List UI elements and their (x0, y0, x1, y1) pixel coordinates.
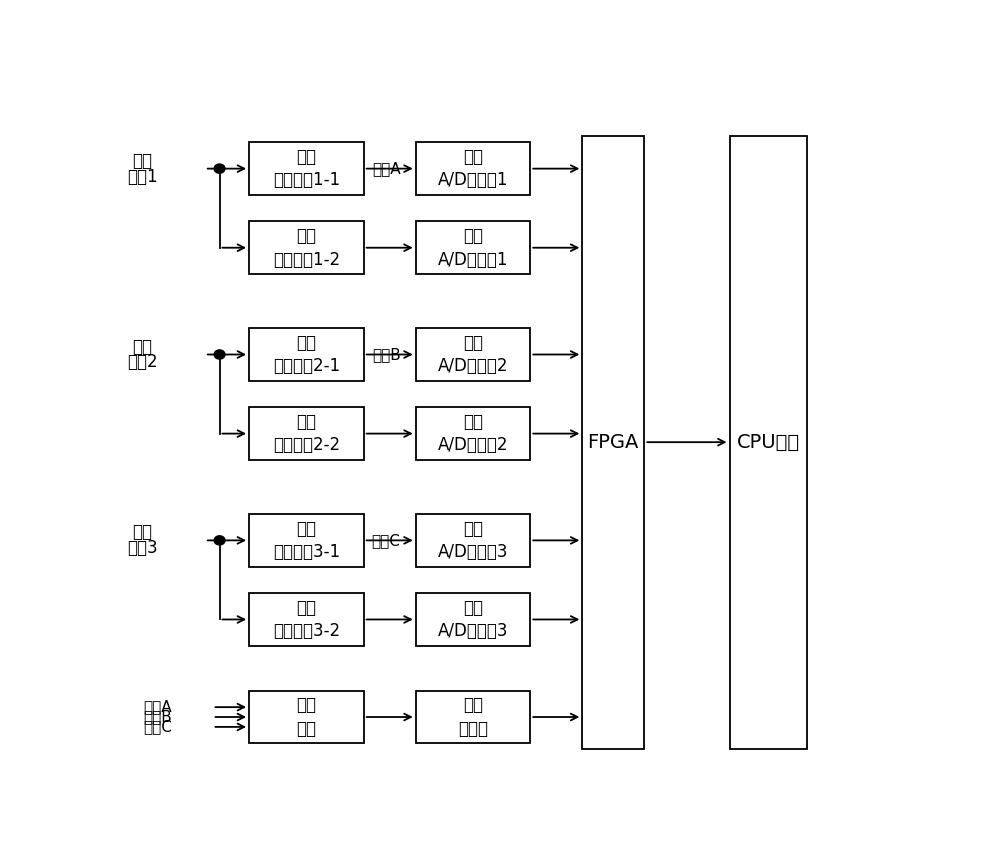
Bar (416, 328, 530, 381)
Text: 普通: 普通 (463, 148, 483, 166)
Text: 处理电路1-1: 处理电路1-1 (273, 171, 340, 189)
Text: 普通: 普通 (463, 334, 483, 352)
Text: 处理电路3-1: 处理电路3-1 (273, 544, 340, 562)
Text: A/D转换器2: A/D转换器2 (438, 437, 508, 455)
Text: 高速: 高速 (463, 696, 483, 714)
Text: A/D转换器3: A/D转换器3 (438, 622, 508, 640)
Bar (249, 407, 364, 460)
Bar (730, 135, 807, 749)
Text: 普通: 普通 (463, 520, 483, 538)
Bar (582, 135, 644, 749)
Bar (416, 593, 530, 645)
Bar (249, 593, 364, 645)
Bar (416, 691, 530, 743)
Circle shape (214, 536, 225, 545)
Circle shape (214, 164, 225, 173)
Bar (249, 514, 364, 567)
Circle shape (214, 350, 225, 360)
Text: 输入: 输入 (132, 524, 152, 542)
Text: 信号C: 信号C (372, 533, 401, 548)
Bar (416, 222, 530, 274)
Text: 信号C: 信号C (144, 719, 172, 734)
Bar (416, 514, 530, 567)
Text: 信号B: 信号B (144, 710, 172, 724)
Text: 信号A: 信号A (372, 161, 400, 176)
Text: A/D转换器2: A/D转换器2 (438, 357, 508, 376)
Text: 信号: 信号 (296, 334, 316, 352)
Text: 比较器: 比较器 (458, 720, 488, 738)
Text: 高速: 高速 (463, 413, 483, 431)
Text: FPGA: FPGA (588, 432, 639, 452)
Text: 处理电路3-2: 处理电路3-2 (273, 622, 340, 640)
Text: 信号: 信号 (296, 598, 316, 616)
Text: 信号2: 信号2 (127, 354, 157, 372)
Text: 信号: 信号 (296, 520, 316, 538)
Text: 信号3: 信号3 (127, 539, 157, 557)
Text: 信号1: 信号1 (127, 168, 157, 186)
Bar (249, 222, 364, 274)
Text: A/D转换器1: A/D转换器1 (438, 251, 508, 269)
Text: 处理电路2-1: 处理电路2-1 (273, 357, 340, 376)
Text: 输入: 输入 (132, 152, 152, 169)
Text: 高速: 高速 (463, 598, 483, 616)
Text: 切换: 切换 (296, 720, 316, 738)
Text: A/D转换器3: A/D转换器3 (438, 544, 508, 562)
Text: 信号B: 信号B (372, 347, 401, 362)
Text: A/D转换器1: A/D转换器1 (438, 171, 508, 189)
Text: CPU系统: CPU系统 (737, 432, 800, 452)
Bar (249, 691, 364, 743)
Text: 通道: 通道 (296, 696, 316, 714)
Text: 处理电路1-2: 处理电路1-2 (273, 251, 340, 269)
Text: 高速: 高速 (463, 227, 483, 245)
Text: 信号: 信号 (296, 227, 316, 245)
Text: 信号A: 信号A (144, 699, 172, 715)
Bar (249, 328, 364, 381)
Bar (416, 142, 530, 195)
Text: 处理电路2-2: 处理电路2-2 (273, 437, 340, 455)
Text: 信号: 信号 (296, 148, 316, 166)
Bar (416, 407, 530, 460)
Text: 信号: 信号 (296, 413, 316, 431)
Bar (249, 142, 364, 195)
Text: 输入: 输入 (132, 337, 152, 355)
